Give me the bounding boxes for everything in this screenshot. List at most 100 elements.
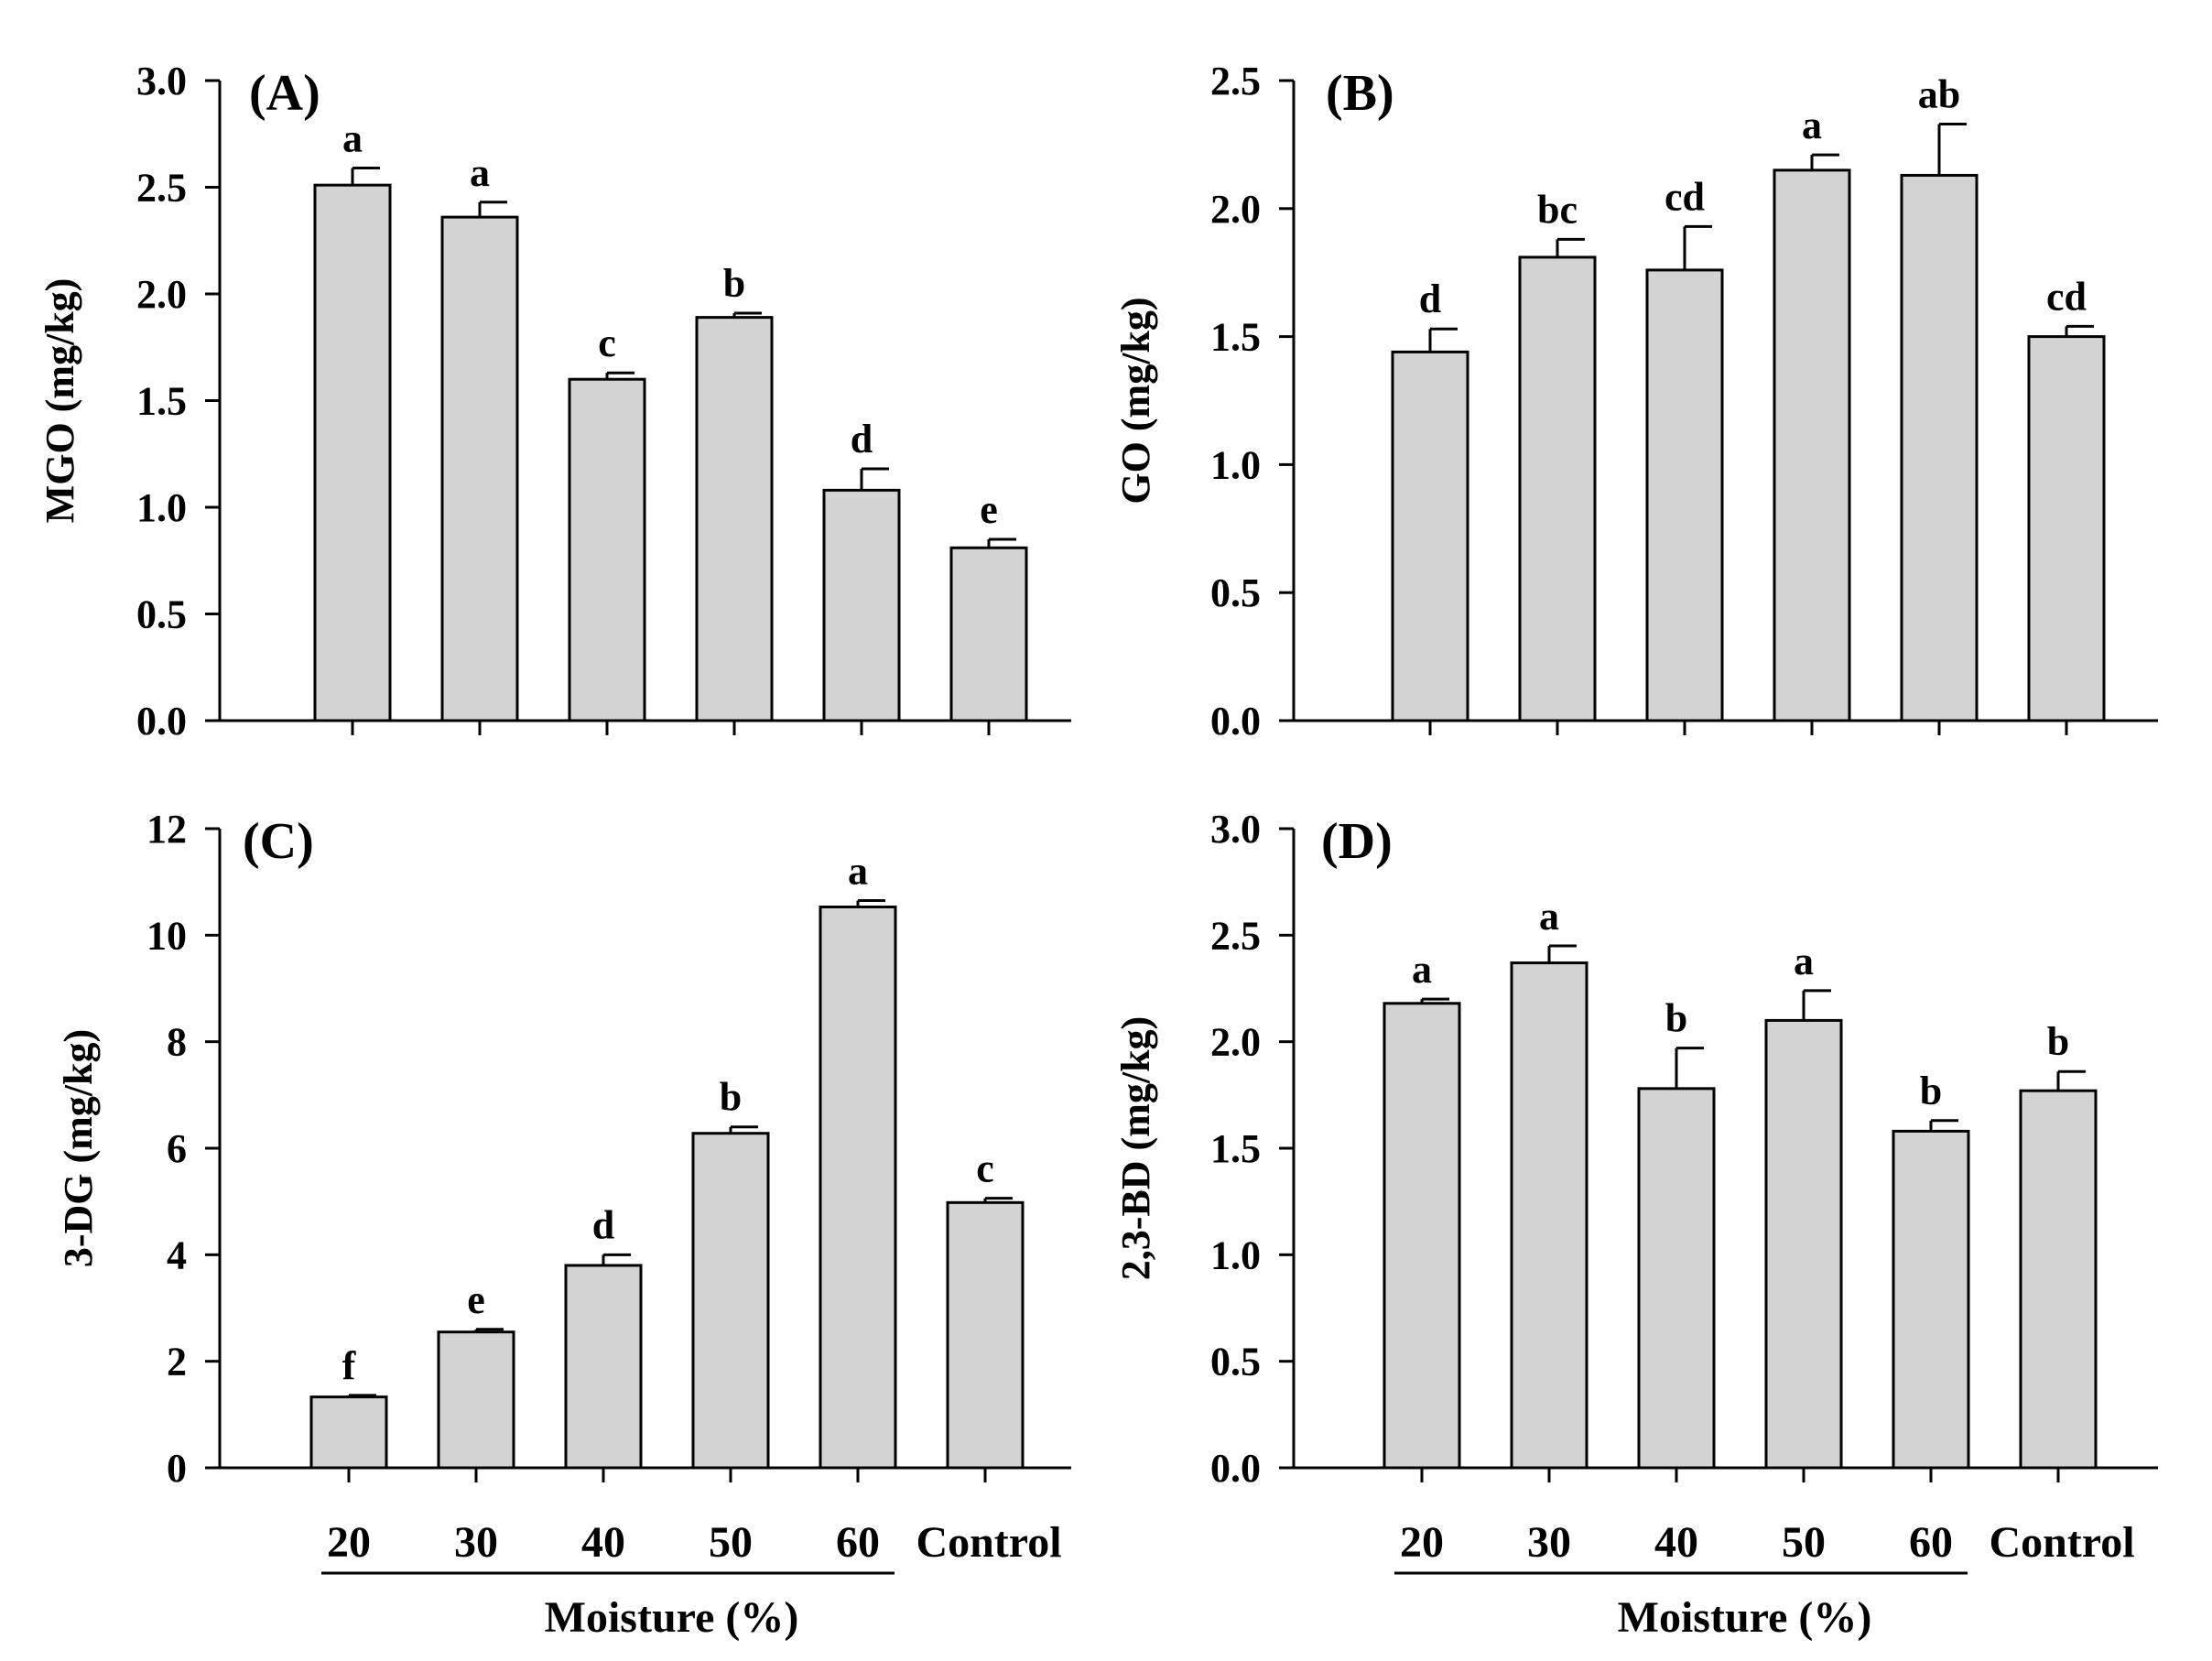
y-tick-label: 2 <box>167 1340 187 1384</box>
bar-20 <box>313 183 392 722</box>
y-tick-label: 0 <box>167 1446 187 1491</box>
y-tick-label: 0.0 <box>1210 1446 1261 1491</box>
y-tick-label: 2.0 <box>1210 1020 1261 1065</box>
bar-60 <box>1892 1129 1970 1470</box>
x-axis-title: Moisture (%) <box>1618 1593 1872 1642</box>
bar-50 <box>1764 1018 1843 1470</box>
chart-panel-b: 0.0 0.5 1.0 1.5 2.0 2.5 GO (mg/kg) (B) d bc cd a ab c… <box>1113 59 2158 744</box>
x-category-label: 60 <box>836 1518 880 1567</box>
x-category-label: 60 <box>1909 1518 1953 1567</box>
panel-label: (D) <box>1321 813 1393 870</box>
significance-letter: d <box>592 1202 614 1247</box>
y-tick-label: 3.0 <box>1210 807 1261 852</box>
x-category-label: 30 <box>1527 1518 1571 1567</box>
x-category-label: 50 <box>709 1518 753 1567</box>
x-category-label: 20 <box>327 1518 371 1567</box>
y-axis-title: 2,3-BD (mg/kg) <box>1113 1016 1158 1280</box>
significance-letter: b <box>2047 1019 2069 1064</box>
significance-letter: c <box>598 320 616 365</box>
significance-letter: a <box>1539 894 1559 939</box>
bar-20 <box>309 1395 388 1470</box>
significance-letter: b <box>1920 1069 1942 1113</box>
panel-label: (A) <box>249 65 320 122</box>
y-tick-label: 0.0 <box>1210 699 1261 744</box>
bar-50 <box>691 1132 770 1470</box>
y-tick-label: 8 <box>167 1020 187 1065</box>
y-tick-label: 1.5 <box>1210 315 1261 360</box>
y-tick-label: 4 <box>167 1232 187 1277</box>
y-tick-label: 10 <box>146 913 187 958</box>
significance-letter: ab <box>1918 72 1960 117</box>
panel-label: (B) <box>1326 65 1394 122</box>
significance-letter: e <box>980 487 998 532</box>
panel-label: (C) <box>243 813 314 870</box>
significance-letter: cd <box>1664 174 1705 219</box>
bar-20 <box>1391 350 1469 722</box>
chart-panel-a: 0.0 0.5 1.0 1.5 2.0 2.5 3.0 MGO (mg/kg) (A) a a c b d… <box>38 59 1071 744</box>
bar-40 <box>564 1264 643 1470</box>
x-category-label: 30 <box>454 1518 498 1567</box>
bar-Control <box>946 1200 1025 1470</box>
bar-Control <box>2019 1089 2098 1470</box>
bar-40 <box>568 377 646 722</box>
significance-letter: e <box>467 1277 485 1322</box>
y-tick-label: 0.5 <box>1210 1340 1261 1384</box>
y-tick-label: 6 <box>167 1126 187 1171</box>
y-axis-title: MGO (mg/kg) <box>38 278 82 524</box>
significance-letter: f <box>342 1343 357 1388</box>
x-category-label: 20 <box>1400 1518 1444 1567</box>
x-category-label: 40 <box>581 1518 625 1567</box>
significance-letter: a <box>1412 947 1432 992</box>
significance-letter: a <box>848 849 868 894</box>
y-tick-label: 2.0 <box>136 272 187 317</box>
bar-Control <box>949 546 1028 722</box>
y-tick-label: 0.0 <box>136 699 187 744</box>
significance-letter: d <box>851 417 873 461</box>
significance-letter: bc <box>1537 187 1578 232</box>
significance-letter: a <box>1802 103 1822 147</box>
x-category-label: 40 <box>1654 1518 1698 1567</box>
y-tick-label: 0.5 <box>1210 570 1261 615</box>
x-category-label: Control <box>916 1518 1061 1567</box>
y-tick-label: 2.0 <box>1210 187 1261 232</box>
bar-30 <box>1518 255 1597 722</box>
significance-letter: b <box>720 1075 742 1120</box>
bar-20 <box>1382 1002 1461 1470</box>
y-axis-title: GO (mg/kg) <box>1113 297 1158 504</box>
significance-letter: a <box>470 150 490 195</box>
significance-letter: cd <box>2046 274 2087 319</box>
y-tick-label: 1.5 <box>1210 1126 1261 1171</box>
bar-50 <box>695 316 774 722</box>
bar-30 <box>440 215 519 722</box>
x-category-label: 50 <box>1782 1518 1826 1567</box>
y-tick-label: 2.5 <box>136 166 187 211</box>
y-tick-label: 1.5 <box>136 379 187 424</box>
bar-30 <box>437 1330 515 1470</box>
bar-50 <box>1773 168 1851 722</box>
y-axis-title: 3-DG (mg/kg) <box>56 1029 101 1267</box>
chart-panel-c: 0 2 4 6 8 10 12 3-DG (mg/kg) (C) f e d b a c 20 30 40 50 60… <box>56 807 1071 1642</box>
y-tick-label: 0.5 <box>136 592 187 637</box>
chart-panel-d: 0.0 0.5 1.0 1.5 2.0 2.5 3.0 2,3-BD (mg/kg) (D) a a… <box>1113 807 2158 1642</box>
y-tick-label: 2.5 <box>1210 913 1261 958</box>
bar-60 <box>1900 173 1979 722</box>
significance-letter: b <box>1665 996 1687 1041</box>
bar-40 <box>1645 268 1724 722</box>
y-tick-label: 3.0 <box>136 59 187 103</box>
y-tick-label: 12 <box>146 807 187 852</box>
significance-letter: b <box>723 261 745 306</box>
y-tick-label: 1.0 <box>136 485 187 530</box>
x-category-label: Control <box>1989 1518 2134 1567</box>
bar-Control <box>2027 335 2106 722</box>
x-axis-title: Moisture (%) <box>545 1593 799 1642</box>
significance-letter: d <box>1419 277 1441 321</box>
y-tick-label: 2.5 <box>1210 59 1261 103</box>
bar-60 <box>822 488 901 722</box>
significance-letter: a <box>342 116 363 161</box>
bar-40 <box>1637 1087 1716 1470</box>
y-tick-label: 1.0 <box>1210 442 1261 487</box>
bar-60 <box>819 906 897 1470</box>
bar-30 <box>1510 961 1589 1470</box>
significance-letter: a <box>1794 939 1814 983</box>
